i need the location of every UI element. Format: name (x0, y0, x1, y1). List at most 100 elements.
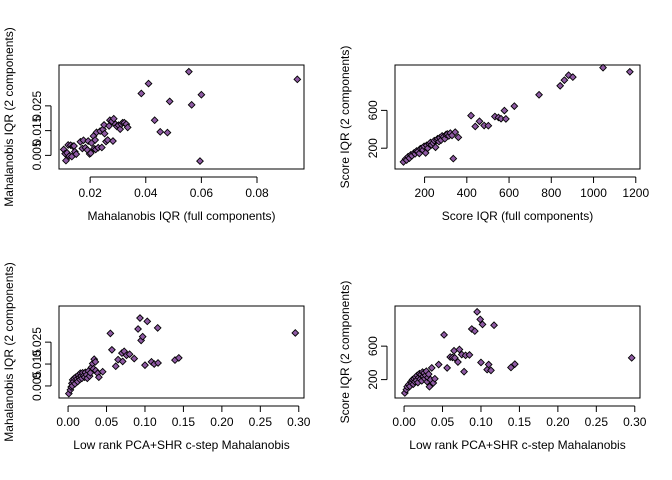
data-point (500, 106, 509, 115)
x-axis-title: Low rank PCA+SHR c-step Mahalanobis (73, 438, 289, 452)
data-point (138, 332, 147, 341)
x-tick-label: 0.15 (172, 415, 196, 429)
data-point (424, 370, 433, 379)
data-point (134, 325, 142, 333)
data-point (430, 374, 439, 383)
data-point (487, 366, 495, 375)
data-point (451, 128, 460, 137)
data-point (467, 111, 475, 120)
scatter-panel-cstep-vs-mahalanobis-2comp: 0.00 0.05 0.10 0.15 0.20 0.25 0.30 0.0050.0150.… (2, 262, 311, 452)
x-tick-label: 0.10 (133, 415, 157, 429)
data-point (560, 76, 569, 85)
data-point (625, 67, 634, 76)
y-tick-label: 0.025 (30, 327, 44, 357)
x-tick-label: 0.30 (287, 415, 311, 429)
y-tick-label: 0.005 (30, 140, 44, 170)
data-point (443, 363, 452, 372)
y-tick-label: 0.005 (30, 371, 44, 401)
data-point (440, 330, 448, 339)
x-tick-label: 0.06 (190, 186, 214, 200)
plot-frame (58, 305, 305, 399)
y-axis-title: Mahalanobis IQR (2 components) (2, 27, 16, 206)
data-point (118, 357, 127, 366)
data-point (111, 362, 120, 371)
x-axis-title: Low rank PCA+SHR c-step Mahalanobis (409, 438, 625, 452)
data-point (94, 373, 103, 382)
x-tick-label: 1200 (622, 186, 649, 200)
data-point (100, 129, 109, 138)
x-axis-title: Score IQR (full components) (442, 209, 593, 223)
data-point (154, 359, 162, 367)
data-point (465, 350, 474, 359)
x-tick-label: 0.04 (134, 186, 158, 200)
x-tick-label: 0.10 (469, 415, 493, 429)
data-point (184, 67, 193, 76)
data-point (497, 114, 505, 123)
data-point (98, 367, 107, 376)
data-point (484, 121, 493, 130)
plot-frame (394, 64, 641, 170)
data-point (91, 136, 100, 144)
data-point (84, 137, 93, 145)
data-point (103, 136, 112, 144)
data-point (187, 100, 196, 109)
data-point (568, 73, 577, 82)
data-point (137, 89, 146, 98)
data-point (165, 97, 174, 106)
data-point (449, 154, 458, 163)
x-tick-label: 0.20 (210, 415, 234, 429)
x-tick-label: 0.05 (95, 415, 119, 429)
data-point (477, 358, 485, 367)
y-tick-label: 0.015 (30, 115, 44, 145)
data-point (123, 123, 132, 132)
data-point (106, 329, 115, 338)
data-point (62, 156, 70, 165)
data-point (141, 361, 149, 370)
data-point (556, 81, 565, 90)
x-tick-label: 0.30 (623, 415, 647, 429)
data-point (475, 117, 484, 126)
data-point (490, 321, 498, 330)
x-axis-title: Mahalanobis IQR (full components) (87, 209, 275, 223)
y-tick-label: 0.015 (30, 349, 44, 379)
data-point (450, 353, 459, 362)
data-point (470, 327, 479, 336)
data-point (510, 102, 519, 111)
data-point (130, 354, 139, 363)
data-point (535, 90, 543, 99)
data-point (114, 355, 122, 364)
data-point (156, 127, 165, 136)
data-point (150, 116, 159, 125)
data-point (476, 315, 485, 324)
x-tick-label: 0.08 (245, 186, 269, 200)
data-point (473, 307, 482, 316)
data-point (197, 90, 206, 99)
data-point (143, 317, 152, 326)
data-point (478, 320, 487, 329)
data-point (291, 329, 300, 337)
x-tick-label: 0.02 (78, 186, 102, 200)
x-tick-label: 0.05 (431, 415, 455, 429)
scatter-panel-score-full-vs-2comp: 200 400 600 800 1000 1200 200 600 Score IQR (ful… (338, 46, 649, 223)
x-tick-label: 0.00 (56, 415, 80, 429)
x-tick-label: 1000 (580, 186, 607, 200)
data-point (153, 323, 162, 332)
data-point (427, 363, 436, 372)
data-point (107, 345, 116, 354)
plot-frame (394, 305, 641, 399)
data-point (86, 149, 95, 158)
data-point (97, 143, 106, 152)
x-tick-label: 0.25 (585, 415, 609, 429)
y-axis-title: Mahalanobis IQR (2 components) (2, 262, 16, 441)
data-point (501, 114, 510, 123)
data-point (453, 358, 462, 366)
data-point (109, 137, 117, 145)
x-tick-label: 0.15 (508, 415, 532, 429)
x-tick-label: 800 (541, 186, 561, 200)
y-tick-label: 600 (366, 336, 380, 356)
data-point (174, 353, 183, 362)
data-point (91, 357, 100, 366)
y-tick-label: 200 (366, 138, 380, 158)
data-point (144, 79, 153, 88)
